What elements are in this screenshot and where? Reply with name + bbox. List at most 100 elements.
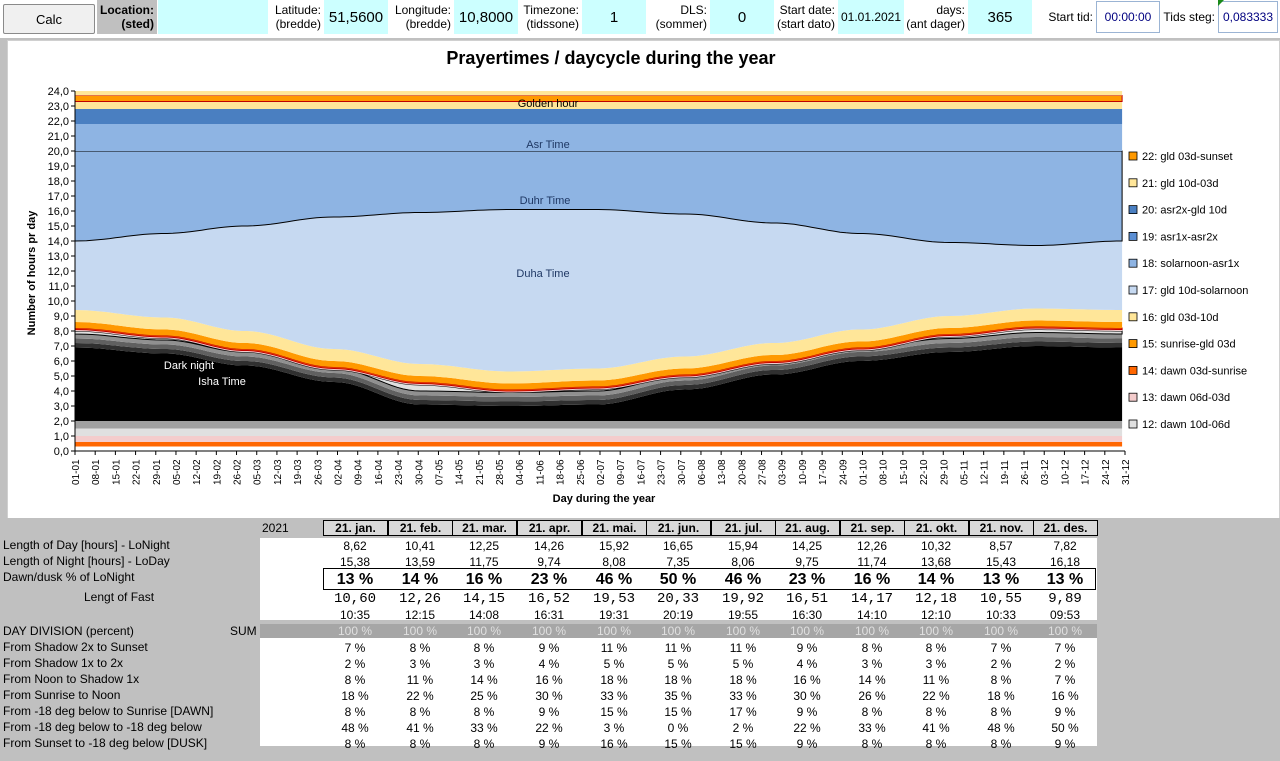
table-white-block-2 [260,638,1097,746]
row-label-noon_shadow: From Noon to Shadow 1x [3,672,140,686]
legend-entry: 14: dawn 03d-sunrise [1142,365,1247,377]
calc-button[interactable]: Calc [3,4,95,34]
x-tick-label: 05-02 [172,459,183,485]
cell-length_of_night: 8,08 [602,555,626,569]
band-evening-top [75,91,1123,96]
x-tick-label: 12-02 [192,459,203,485]
x-tick-label: 17-09 [818,459,829,485]
y-tick-label: 21,0 [48,131,69,143]
row-label-shadow1x: From Shadow 1x to 2x [3,656,124,670]
cell-length_of_night: 13,59 [404,555,436,569]
chart-annotation: Asr Time [526,139,569,151]
legend-entry: 15: sunrise-gld 03d [1142,339,1236,351]
cell-noon_shadow: 16 % [793,673,821,687]
x-tick-label: 15-01 [111,459,122,485]
cell-noon_shadow: 14 % [858,673,886,687]
y-tick-label: 12,0 [48,266,69,278]
cell-length_of_night: 9,74 [537,555,561,569]
timezone-input[interactable]: 1 [582,0,646,34]
starttid-input[interactable]: 00:00:00 [1096,1,1160,33]
cell-shadow2x: 8 % [409,641,431,655]
row-label-dusk: From Sunset to -18 deg below [DUSK] [3,736,208,750]
longitude-label: Longitude: (bredde) [394,3,451,31]
x-tick-label: 01-01 [71,459,82,485]
band-gld03d-sunset [74,95,1123,102]
cell-dawn: 8 % [344,705,366,719]
cell-length_of_day: 16,65 [662,539,694,553]
x-tick-label: 15-10 [899,459,910,485]
cell-day_division: 100 % [725,624,761,638]
cell-shadow1x: 2 % [1054,657,1076,671]
latitude-input[interactable]: 51,5600 [324,0,388,34]
dls-input[interactable]: 0 [710,0,774,34]
x-tick-label: 12-11 [980,460,991,485]
cell-dusk: 16 % [600,737,628,751]
y-tick-label: 10,0 [48,296,69,308]
x-tick-label: 29-10 [939,459,950,485]
legend-swatch [1128,231,1138,241]
cell-length_of_night: 9,75 [795,555,819,569]
cell-sunrise_noon: 33 % [729,689,757,703]
cell-length_of_night: 16,18 [1049,555,1081,569]
legend-entry: 13: dawn 06d-03d [1142,392,1230,404]
y-tick-label: 24,0 [48,86,69,98]
tidssteg-input[interactable]: 0,083333 [1218,1,1278,33]
cell-dusk: 8 % [925,737,947,751]
row-label-shadow2x: From Shadow 2x to Sunset [3,640,148,654]
cell-sunrise_noon: 25 % [470,689,498,703]
cell-fast_time: 16:30 [791,608,823,622]
starttid-label: Start tid: [1048,10,1093,24]
y-tick-label: 9,0 [54,311,69,323]
cell-dawn_dusk: 46 % [595,571,633,588]
longitude-input[interactable]: 10,8000 [454,0,518,34]
cell-length_of_day: 8,57 [989,539,1013,553]
cell-fast_time: 20:19 [662,608,694,622]
cell-dawn_dusk: 13 % [982,571,1020,588]
startdate-input[interactable]: 01.01.2021 [838,0,904,34]
location-input[interactable] [158,0,268,34]
cell-length_of_day: 8,62 [343,539,367,553]
legend-swatch [1128,258,1138,268]
cell-length_of_day: 10,32 [920,539,952,553]
cell-fast_time: 19:31 [598,608,630,622]
cell-fast_time: 12:10 [920,608,952,622]
cell-dawn: 9 % [796,705,818,719]
dls-label: DLS: (sommer) [655,3,707,31]
band-asr1x-asr2x [75,109,1123,124]
chart-annotation: Dark night [164,360,214,372]
x-tick-label: 14-05 [455,459,466,485]
cell-night: 48 % [341,721,369,735]
x-tick-label: 19-02 [212,459,223,485]
daycycle-chart: Prayertimes / daycycle during the year 0… [26,48,1248,505]
x-tick-label: 26-03 [313,459,324,485]
cell-fast: 14,15 [462,591,505,607]
band-gld10d-solarnoon [75,209,1123,372]
summary-table: 2021 21. jan. 21. feb. 21. mar. 21. apr. 21. … [0,518,1280,761]
x-tick-label: 16-07 [636,459,647,485]
y-tick-label: 2,0 [54,416,69,428]
days-input[interactable]: 365 [968,0,1032,34]
x-tick-label: 19-11 [1000,460,1011,485]
cell-night: 50 % [1051,721,1079,735]
cell-length_of_day: 7,82 [1053,539,1077,553]
cell-noon_shadow: 8 % [990,673,1012,687]
cell-dawn_dusk: 16 % [465,571,503,588]
chart-annotation: Duhr Time [520,195,571,207]
x-tick-label: 10-12 [1060,459,1071,485]
row-label-length_of_night: Length of Night [hours] - LoDay [3,554,170,568]
x-tick-label: 31-12 [1121,459,1132,485]
cell-length_of_day: 15,92 [598,539,630,553]
y-tick-label: 0,0 [54,446,69,458]
cell-shadow1x: 2 % [344,657,366,671]
legend-swatch [1128,339,1138,349]
legend-swatch [1128,419,1138,429]
cell-shadow1x: 5 % [667,657,689,671]
x-tick-label: 22-01 [132,459,143,485]
cell-length_of_night: 13,68 [920,555,952,569]
cell-dawn_dusk: 46 % [724,571,762,588]
cell-dawn: 15 % [600,705,628,719]
month-header: 21. des. [1033,520,1098,536]
x-tick-label: 04-06 [515,459,526,485]
x-tick-label: 11-06 [535,460,546,485]
month-header: 21. nov. [969,520,1034,536]
